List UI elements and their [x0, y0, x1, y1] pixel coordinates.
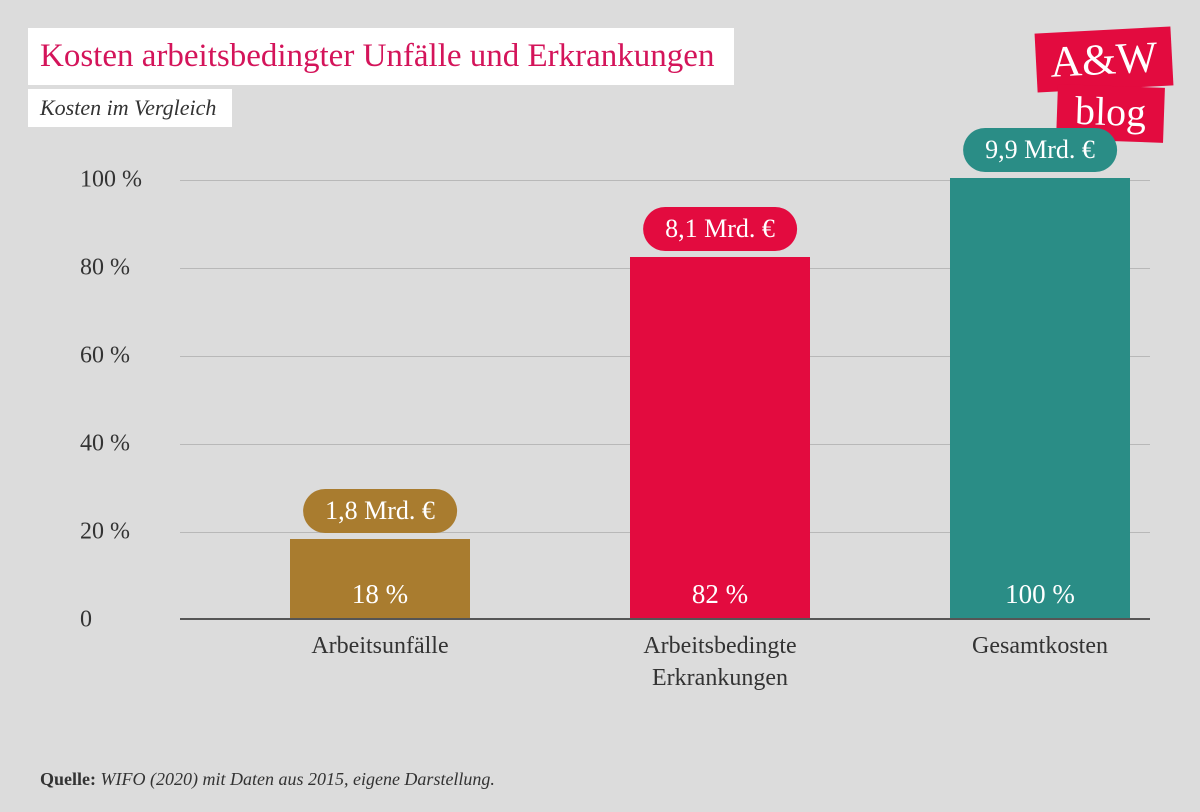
source-line: Quelle: WIFO (2020) mit Daten aus 2015, … [40, 769, 495, 790]
chart-plot: 020 %40 %60 %80 %100 %1,8 Mrd. €18 %8,1 … [180, 180, 1150, 620]
y-tick-label: 0 [80, 607, 170, 634]
y-tick-label: 40 % [80, 431, 170, 458]
x-category-label: ArbeitsbedingteErkrankungen [570, 630, 870, 695]
subtitle-box: Kosten im Vergleich [28, 89, 232, 127]
y-tick-label: 20 % [80, 519, 170, 546]
bar-value-pill: 9,9 Mrd. € [963, 128, 1117, 172]
x-category-label: Arbeitsunfälle [230, 630, 530, 662]
bar-value-pill: 1,8 Mrd. € [303, 489, 457, 533]
y-tick-label: 100 % [80, 167, 170, 194]
chart-title: Kosten arbeitsbedingter Unfälle und Erkr… [40, 38, 714, 75]
bar-percent-label: 82 % [630, 579, 810, 610]
aw-blog-logo: A&W blog [1012, 24, 1172, 144]
bar: 9,9 Mrd. €100 % [950, 178, 1130, 618]
title-box: Kosten arbeitsbedingter Unfälle und Erkr… [28, 28, 734, 85]
x-category-label: Gesamtkosten [890, 630, 1190, 662]
bar-percent-label: 18 % [290, 579, 470, 610]
bar: 8,1 Mrd. €82 % [630, 257, 810, 618]
bar-percent-label: 100 % [950, 579, 1130, 610]
bar-value-pill: 8,1 Mrd. € [643, 207, 797, 251]
source-label: Quelle: [40, 769, 96, 789]
chart-header: Kosten arbeitsbedingter Unfälle und Erkr… [28, 28, 734, 127]
y-tick-label: 80 % [80, 255, 170, 282]
source-text: WIFO (2020) mit Daten aus 2015, eigene D… [96, 769, 495, 789]
logo-top-text: A&W [1035, 26, 1173, 92]
y-tick-label: 60 % [80, 343, 170, 370]
chart-subtitle: Kosten im Vergleich [40, 95, 216, 121]
chart-area: 020 %40 %60 %80 %100 %1,8 Mrd. €18 %8,1 … [80, 180, 1150, 670]
bar: 1,8 Mrd. €18 % [290, 539, 470, 618]
